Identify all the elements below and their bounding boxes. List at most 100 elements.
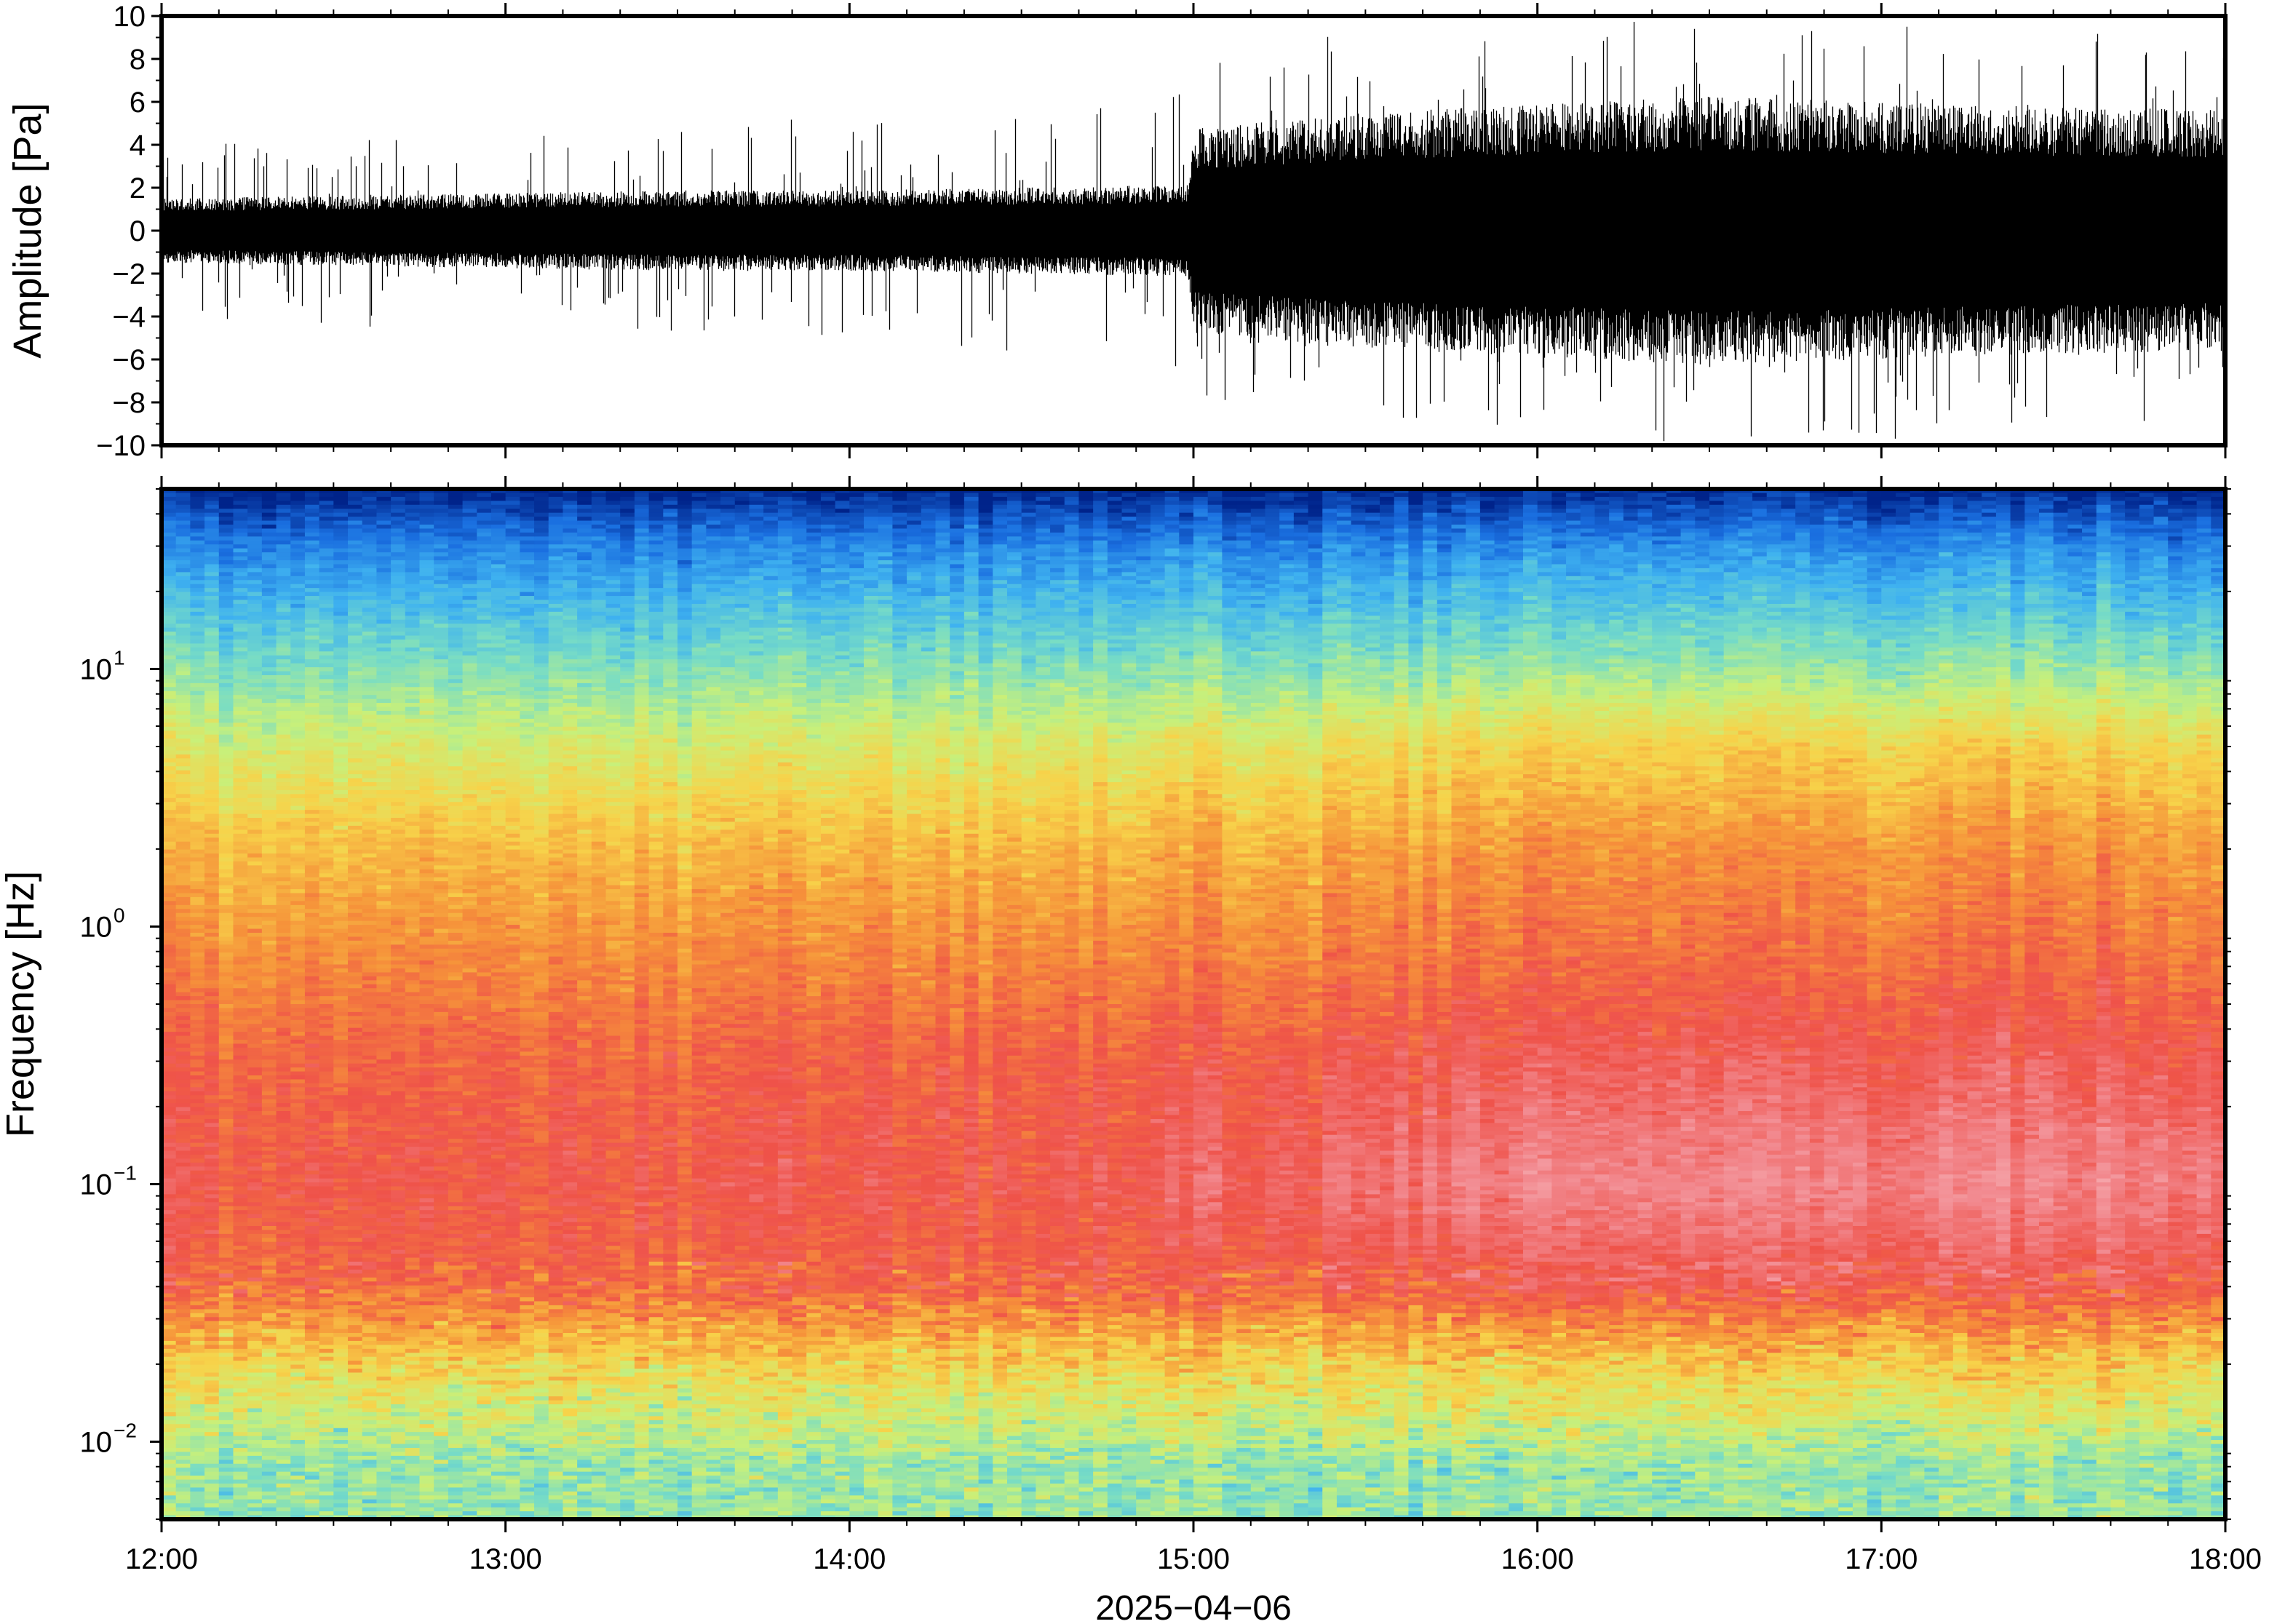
- spectrogram-cell: [405, 1377, 420, 1381]
- spectrogram-cell: [247, 968, 262, 973]
- spectrogram-cell: [204, 996, 219, 1000]
- spectrogram-cell: [219, 763, 234, 767]
- spectrogram-cell: [190, 834, 204, 838]
- spectrogram-cell: [219, 1357, 234, 1361]
- spectrogram-cell: [190, 1032, 204, 1036]
- spectrogram-cell: [219, 1321, 234, 1326]
- spectrogram-cell: [391, 992, 405, 997]
- spectrogram-cell: [348, 509, 362, 513]
- spectrogram-cell: [376, 750, 391, 755]
- spectrogram-cell: [405, 743, 420, 747]
- spectrogram-cell: [176, 806, 191, 811]
- spectrogram-cell: [262, 1361, 277, 1365]
- spectrogram-cell: [305, 949, 319, 953]
- spectrogram-cell: [233, 1487, 247, 1492]
- spectrogram-cell: [319, 1139, 334, 1143]
- spectrogram-cell: [305, 707, 319, 712]
- spectrogram-cell: [277, 731, 291, 735]
- spectrogram-cell: [219, 1004, 234, 1008]
- spectrogram-cell: [391, 1012, 405, 1016]
- spectrogram-cell: [176, 1051, 191, 1056]
- spectrogram-cell: [233, 944, 247, 949]
- spectrogram-cell: [176, 1131, 191, 1135]
- spectrogram-cell: [405, 731, 420, 735]
- spectrogram-cell: [362, 1409, 377, 1413]
- spectrogram-cell: [319, 1135, 334, 1139]
- spectrogram-cell: [391, 1436, 405, 1441]
- spectrogram-cell: [333, 893, 348, 898]
- spectrogram-cell: [162, 1294, 176, 1298]
- spectrogram-cell: [204, 612, 219, 616]
- spectrogram-cell: [190, 1294, 204, 1298]
- spectrogram-cell: [162, 497, 176, 501]
- spectrogram-cell: [176, 790, 191, 795]
- spectrogram-cell: [262, 1281, 277, 1286]
- spectrogram-cell: [277, 1151, 291, 1155]
- spectrogram-cell: [204, 1385, 219, 1389]
- spectrogram-cell: [391, 1337, 405, 1341]
- spectrogram-cell: [219, 1250, 234, 1254]
- spectrogram-cell: [247, 1325, 262, 1329]
- spectrogram-cell: [219, 905, 234, 909]
- spectrogram-cell: [376, 1289, 391, 1294]
- spectrogram-cell: [176, 1238, 191, 1242]
- spectrogram-cell: [219, 509, 234, 513]
- spectrogram-cell: [376, 1206, 391, 1211]
- spectrogram-cell: [219, 1194, 234, 1198]
- spectrogram-cell: [319, 683, 334, 688]
- spectrogram-cell: [233, 1508, 247, 1512]
- spectrogram-cell: [362, 1059, 377, 1064]
- spectrogram-cell: [391, 1143, 405, 1147]
- spectrogram-cell: [376, 806, 391, 811]
- spectrogram-cell: [391, 1262, 405, 1266]
- spectrogram-cell: [319, 1468, 334, 1472]
- spectrogram-cell: [262, 1420, 277, 1425]
- spectrogram-cell: [190, 513, 204, 517]
- spectrogram-cell: [162, 509, 176, 513]
- spectrogram-cell: [176, 1321, 191, 1326]
- spectrogram-cell: [405, 1440, 420, 1444]
- spectrogram-cell: [391, 525, 405, 529]
- spectrogram-cell: [391, 1396, 405, 1401]
- spectrogram-cell: [305, 695, 319, 699]
- spectrogram-cell: [319, 877, 334, 882]
- spectrogram-cell: [405, 1487, 420, 1492]
- spectrogram-cell: [319, 1297, 334, 1302]
- spectrogram-cell: [277, 1131, 291, 1135]
- spectrogram-cell: [219, 544, 234, 549]
- spectrogram-cell: [391, 513, 405, 517]
- spectrogram-cell: [190, 1155, 204, 1159]
- spectrogram-cell: [176, 1032, 191, 1036]
- spectrogram-cell: [219, 850, 234, 854]
- spectrogram-cell: [277, 1369, 291, 1373]
- spectrogram-cell: [405, 1254, 420, 1258]
- spectrogram-cell: [247, 1369, 262, 1373]
- spectrogram-cell: [376, 794, 391, 798]
- spectrogram-cell: [277, 1388, 291, 1393]
- spectrogram-cell: [190, 1273, 204, 1278]
- spectrogram-cell: [247, 1024, 262, 1028]
- spectrogram-cell: [219, 1032, 234, 1036]
- spectrogram-cell: [333, 1174, 348, 1179]
- spectrogram-cell: [333, 592, 348, 597]
- spectrogram-cell: [362, 794, 377, 798]
- spectrogram-cell: [219, 596, 234, 600]
- spectrogram-cell: [176, 616, 191, 620]
- spectrogram-cell: [162, 853, 176, 858]
- spectrogram-cell: [277, 1143, 291, 1147]
- spectrogram-cell: [319, 834, 334, 838]
- spectrogram-cell: [247, 1230, 262, 1234]
- spectrogram-cell: [277, 968, 291, 973]
- spectrogram-cell: [277, 1012, 291, 1016]
- spectrogram-cell: [219, 513, 234, 517]
- spectrogram-cell: [376, 786, 391, 790]
- spectrogram-cell: [319, 1079, 334, 1083]
- spectrogram-cell: [190, 1270, 204, 1274]
- spectrogram-cell: [219, 1258, 234, 1262]
- spectrogram-cell: [391, 1345, 405, 1349]
- spectrogram-cell: [376, 1380, 391, 1385]
- spectrogram-cell: [262, 837, 277, 842]
- spectrogram-cell: [391, 695, 405, 699]
- spectrogram-cell: [348, 683, 362, 688]
- spectrogram-cell: [362, 806, 377, 811]
